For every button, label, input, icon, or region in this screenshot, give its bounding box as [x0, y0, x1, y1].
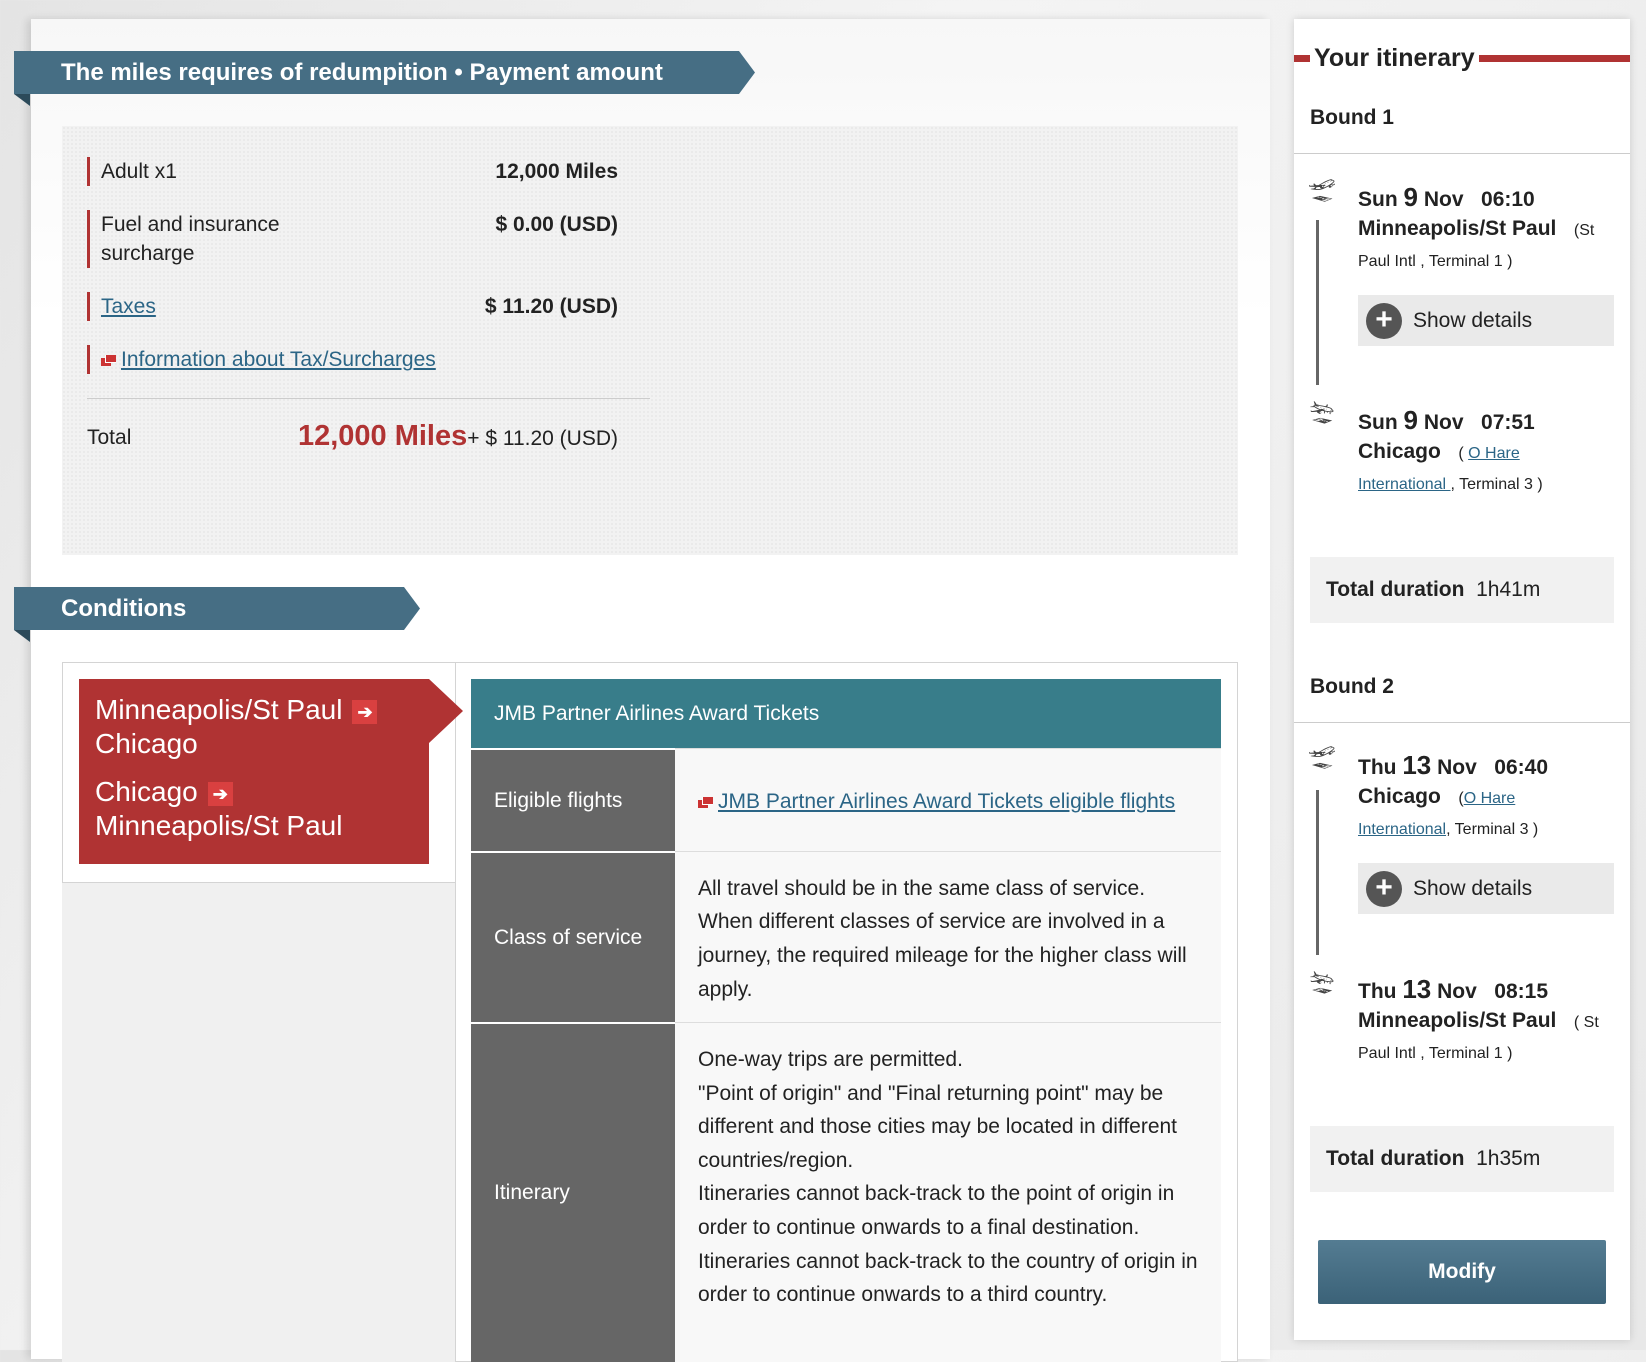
divider: [1294, 722, 1630, 723]
itinerary-sidebar: [1294, 19, 1630, 1340]
taxes-link[interactable]: Taxes: [101, 295, 156, 318]
eligible-flights-link[interactable]: JMB Partner Airlines Award Tickets eligi…: [718, 790, 1176, 814]
modify-button[interactable]: Modify: [1318, 1240, 1606, 1304]
eligible-flights-cell: JMB Partner Airlines Award Tickets eligi…: [675, 748, 1221, 851]
show-details-label: Show details: [1413, 876, 1533, 900]
bound-2-departure-city: Chicago (O Hare: [1358, 785, 1516, 808]
taxes-row: Taxes: [87, 292, 156, 321]
itinerary-rule: Itineraries cannot back-track to the cou…: [698, 1249, 1198, 1307]
takeoff-icon: 🛫︎: [1308, 745, 1336, 770]
route-1-origin: Minneapolis/St Paul: [95, 694, 343, 725]
bound-1-departure-city: Minneapolis/St Paul (St: [1358, 217, 1595, 240]
class-of-service-label: Class of service: [471, 851, 675, 1022]
taxes-value: $ 11.20 (USD): [484, 295, 618, 318]
adult-fare-value: 12,000 Miles: [495, 160, 618, 183]
conditions-table-header: JMB Partner Airlines Award Tickets: [471, 679, 1221, 748]
bound-2-arrival-airport: Paul Intl , Terminal 1 ): [1358, 1045, 1513, 1062]
surcharge-label: Fuel and insurance surcharge: [87, 210, 317, 268]
arrow-right-icon: ➔: [352, 699, 378, 724]
airport-link[interactable]: O Hare: [1463, 790, 1516, 807]
class-of-service-text: All travel should be in the same class o…: [698, 876, 1187, 1001]
divider: [1294, 153, 1630, 154]
route-1: Minneapolis/St Paul ➔ Chicago: [95, 693, 447, 761]
payment-summary-box: [62, 126, 1238, 555]
route-2-origin: Chicago: [95, 776, 198, 807]
bound-1-label: Bound 1: [1310, 106, 1394, 129]
banner-fold: [14, 630, 30, 642]
bound-1-arrival-airport: International , Terminal 3 ): [1358, 476, 1543, 493]
payment-section-title: The miles requires of redumpition • Paym…: [61, 59, 663, 86]
bound-2-departure-airport: International, Terminal 3 ): [1358, 821, 1539, 838]
route-1-destination: Chicago: [95, 728, 198, 759]
total-value: 12,000 Miles+ $ 11.20 (USD): [290, 420, 618, 453]
class-of-service-cell: All travel should be in the same class o…: [675, 851, 1221, 1022]
itinerary-rule: Itineraries cannot back-track to the poi…: [698, 1182, 1175, 1239]
external-link-icon: [101, 355, 116, 366]
takeoff-icon: 🛫︎: [1308, 178, 1336, 203]
divider: [87, 398, 650, 399]
airport-link[interactable]: O Hare: [1468, 445, 1520, 462]
bound-2-label: Bound 2: [1310, 675, 1394, 698]
itinerary-rule: "Point of origin" and "Final returning p…: [698, 1081, 1178, 1172]
title-rule: [1294, 55, 1310, 62]
landing-icon: 🛬︎: [1308, 970, 1336, 995]
banner-fold: [14, 94, 30, 106]
tax-info-link[interactable]: Information about Tax/Surcharges: [121, 348, 436, 371]
bound-2-departure-datetime: Thu 13 Nov 06:40: [1358, 750, 1549, 780]
itinerary-title: Your itinerary: [1314, 44, 1475, 72]
show-details-button[interactable]: + Show details: [1358, 295, 1614, 346]
itinerary-cell: One-way trips are permitted. "Point of o…: [675, 1022, 1221, 1362]
bound-1-departure-datetime: Sun 9 Nov 06:10: [1358, 182, 1535, 212]
plus-circle-icon: +: [1366, 870, 1402, 907]
landing-icon: 🛬︎: [1308, 400, 1336, 425]
surcharge-value: $ 0.00 (USD): [495, 213, 618, 236]
bound-1-arrival-datetime: Sun 9 Nov 07:51: [1358, 405, 1535, 435]
tax-info-row: Information about Tax/Surcharges: [87, 345, 436, 374]
show-details-button[interactable]: + Show details: [1358, 863, 1614, 914]
timeline-line: [1316, 220, 1319, 385]
plus-circle-icon: +: [1366, 302, 1402, 339]
external-link-icon: [698, 797, 713, 809]
route-selector[interactable]: Minneapolis/St Paul ➔ Chicago Chicago ➔ Minn…: [79, 679, 463, 864]
bound-2-arrival-city: Minneapolis/St Paul ( St: [1358, 1009, 1599, 1032]
payment-section-banner: The miles requires of redumpition • Paym…: [14, 51, 755, 94]
adult-fare-label: Adult x1: [87, 157, 177, 186]
title-rule: [1478, 55, 1630, 62]
arrow-right-icon: ➔: [207, 781, 233, 806]
route-2-destination: Minneapolis/St Paul: [95, 810, 343, 841]
total-miles: 12,000 Miles: [297, 420, 468, 452]
route-column-filler: [62, 882, 455, 1362]
route-2: Chicago ➔ Minneapolis/St Paul: [95, 775, 447, 843]
airport-link[interactable]: International: [1358, 821, 1447, 838]
bound-1-arrival-city: Chicago ( O Hare: [1358, 440, 1520, 463]
bound-1-total-duration: Total duration 1h41m: [1310, 557, 1614, 623]
eligible-flights-label: Eligible flights: [471, 748, 675, 851]
total-label: Total: [87, 426, 132, 449]
bound-1-departure-airport: Paul Intl , Terminal 1 ): [1358, 253, 1513, 270]
itinerary-title-bar: Your itinerary: [1294, 44, 1630, 73]
show-details-label: Show details: [1413, 308, 1533, 332]
bound-2-total-duration: Total duration 1h35m: [1310, 1126, 1614, 1192]
total-cash: + $ 11.20 (USD): [467, 427, 618, 450]
conditions-banner: Conditions: [14, 587, 420, 630]
airport-link[interactable]: International: [1358, 476, 1451, 493]
timeline-line: [1316, 790, 1319, 955]
itinerary-rule: One-way trips are permitted.: [698, 1048, 963, 1071]
column-divider: [455, 662, 456, 1362]
itinerary-label: Itinerary: [471, 1022, 675, 1362]
bound-2-arrival-datetime: Thu 13 Nov 08:15: [1358, 974, 1549, 1004]
conditions-title: Conditions: [61, 595, 187, 622]
